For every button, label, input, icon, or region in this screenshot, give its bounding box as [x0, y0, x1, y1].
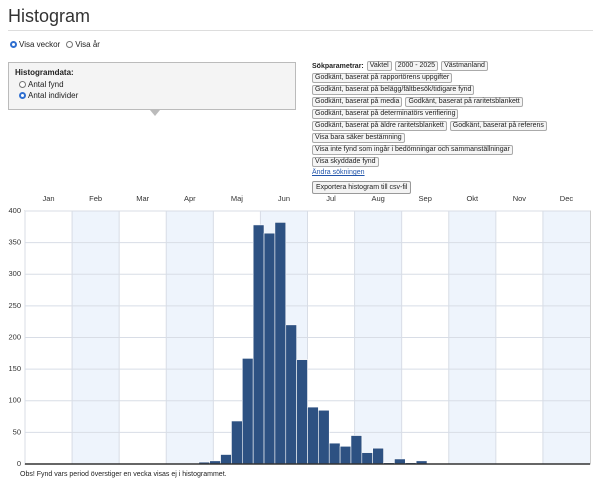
bar	[361, 452, 373, 465]
month-label: Okt	[466, 194, 479, 203]
month-label: Mar	[136, 194, 149, 203]
tag-row: Sökparametrar: Vaktel 2000 - 2025 Västmanla…	[312, 61, 547, 71]
histogram-data-panel: Histogramdata: Antal fynd Antal individer	[8, 62, 296, 110]
y-tick-label: 0	[17, 459, 21, 468]
bar	[296, 359, 308, 465]
month-label: Jun	[278, 194, 290, 203]
month-label: Nov	[513, 194, 527, 203]
y-tick-label: 400	[8, 206, 21, 215]
tag-row: Godkänt, baserat på belägg/fältbesök/tid…	[312, 85, 547, 95]
search-tag: Godkänt, baserat på raritetsblankett	[405, 97, 523, 107]
panel-title: Histogramdata:	[15, 68, 74, 77]
divider	[8, 30, 593, 31]
panel-options: Antal fynd Antal individer	[15, 80, 289, 100]
y-tick-label: 150	[8, 364, 21, 373]
page-title: Histogram	[8, 6, 91, 26]
tag-row: Godkänt, baserat på media Godkänt, basera…	[312, 97, 547, 107]
bar	[307, 406, 319, 465]
search-tag: Visa bara säker bestämning	[312, 133, 405, 143]
bar	[339, 445, 352, 465]
search-tag: Godkänt, baserat på äldre raritetsblanke…	[312, 121, 447, 131]
bar	[350, 435, 363, 465]
radio-button[interactable]	[19, 92, 26, 99]
tag-row: Visa bara säker bestämning	[312, 133, 547, 143]
radio-button[interactable]	[10, 41, 17, 48]
y-tick-label: 300	[8, 269, 21, 278]
bar	[220, 454, 232, 465]
bar	[242, 358, 254, 465]
month-label: Maj	[231, 194, 243, 203]
bar	[394, 458, 406, 465]
search-tag: Godkänt, baserat på rapportörens uppgift…	[312, 73, 453, 83]
search-tag: Visa inte fynd som ingår i bedömningar o…	[312, 145, 513, 155]
search-tag: Godkänt, baserat på media	[312, 97, 403, 107]
chart: Jan Feb Mar Apr Maj Jun Jul Aug Sep Okt Nov Dec 0 50 1…	[8, 194, 591, 468]
radio-option[interactable]: Visa veckor	[10, 40, 60, 49]
view-options: Visa veckor Visa år	[10, 40, 100, 49]
search-tag: Godkänt, baserat på determinatörs verifi…	[312, 109, 459, 119]
month-label: Feb	[89, 194, 102, 203]
y-tick-label: 200	[8, 332, 21, 341]
search-tag: Vaktel	[366, 61, 392, 71]
radio-label[interactable]: Visa år	[75, 40, 100, 49]
radio-label[interactable]: Visa veckor	[19, 40, 61, 49]
footnote: Obs! Fynd vars period överstiger en veck…	[20, 471, 227, 478]
bar	[274, 222, 287, 465]
radio-label[interactable]: Antal individer	[28, 91, 79, 100]
bar	[231, 420, 243, 465]
bar	[263, 232, 276, 465]
search-tag: Västmanland	[441, 61, 488, 71]
change-link[interactable]: Ändra sökningen	[312, 169, 365, 176]
bar	[252, 224, 265, 465]
y-tick-label: 50	[13, 427, 21, 436]
month-label: Sep	[419, 194, 432, 203]
radio-label[interactable]: Antal fynd	[28, 80, 64, 89]
y-tick-label: 350	[8, 238, 21, 247]
month-label: Apr	[184, 194, 196, 203]
search-tag: Godkänt, baserat på referens	[449, 121, 547, 131]
export-button[interactable]: Exportera histogram till csv-fil	[312, 181, 412, 194]
bar	[372, 447, 384, 465]
tag-row: Godkänt, baserat på äldre raritetsblanke…	[312, 121, 547, 131]
bar	[318, 409, 330, 465]
y-tick-label: 100	[8, 396, 21, 405]
bar	[328, 442, 341, 465]
radio-option[interactable]: Antal fynd	[19, 80, 289, 89]
tag-row: Godkänt, baserat på determinatörs verifi…	[312, 109, 547, 119]
month-label: Jul	[326, 194, 336, 203]
bar	[285, 324, 297, 465]
tag-row: Godkänt, baserat på rapportörens uppgift…	[312, 73, 547, 83]
search-tag: 2000 - 2025	[394, 61, 439, 71]
search-params: Sökparametrar: Vaktel 2000 - 2025 Västmanla…	[312, 61, 547, 194]
search-label: Sökparametrar:	[312, 62, 364, 70]
panel-pointer	[150, 110, 160, 116]
search-tag: Godkänt, baserat på belägg/fältbesök/tid…	[312, 85, 475, 95]
radio-option[interactable]: Antal individer	[19, 91, 289, 100]
tag-row: Visa inte fynd som ingår i bedömningar o…	[312, 145, 547, 155]
month-label: Dec	[560, 194, 574, 203]
month-label: Jan	[42, 194, 54, 203]
search-tag: Visa skyddade fynd	[312, 157, 379, 167]
radio-button[interactable]	[19, 81, 26, 88]
radio-option[interactable]: Visa år	[66, 40, 100, 49]
radio-button[interactable]	[66, 41, 74, 48]
month-label: Aug	[371, 194, 384, 203]
tag-row: Visa skyddade fynd	[312, 157, 547, 167]
y-tick-label: 250	[8, 301, 21, 310]
